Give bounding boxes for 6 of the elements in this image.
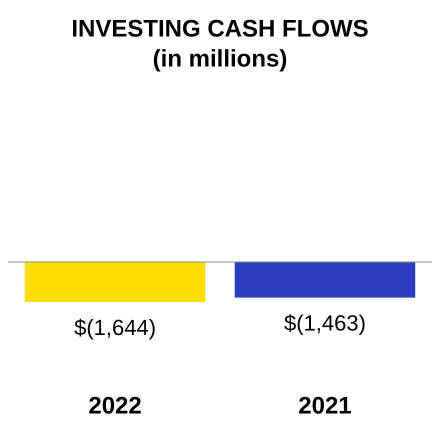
chart-subtitle: (in millions) bbox=[152, 46, 288, 72]
x-tick-label: 2022 bbox=[88, 392, 142, 420]
data-label: $(1,644) bbox=[74, 315, 156, 340]
x-tick-label: 2021 bbox=[298, 392, 352, 420]
data-label: $(1,463) bbox=[284, 310, 366, 336]
chart-title: INVESTING CASH FLOWS bbox=[71, 16, 369, 42]
